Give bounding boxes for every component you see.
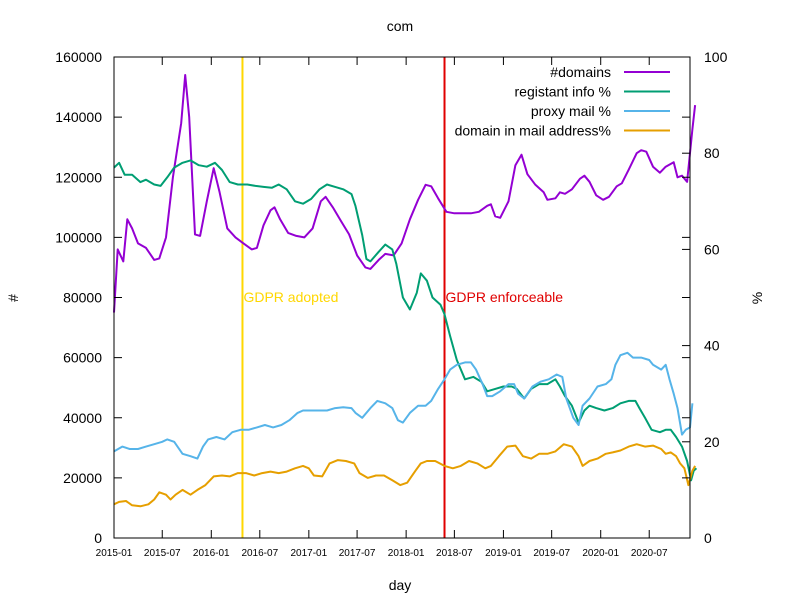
x-tick-label: 2020-07 [631, 548, 668, 559]
series-line [113, 74, 697, 313]
y-tick-label: 100000 [55, 229, 102, 245]
legend-label: domain in mail address% [455, 123, 611, 139]
y2-axis-label: % [749, 292, 765, 304]
y2-tick-label: 60 [704, 241, 720, 257]
y-tick-label: 120000 [55, 169, 102, 185]
y-tick-label: 40000 [63, 410, 102, 426]
x-tick-label: 2016-01 [193, 548, 230, 559]
y2-tick-label: 40 [704, 338, 720, 354]
x-tick-label: 2020-01 [582, 548, 619, 559]
y-tick-label: 60000 [63, 350, 102, 366]
x-tick-label: 2016-07 [241, 548, 278, 559]
series-layer [113, 74, 698, 508]
y-tick-label: 0 [94, 530, 102, 546]
y2-tick-label: 20 [704, 434, 720, 450]
annotation-label: GDPR enforceable [446, 289, 564, 305]
y2-tick-label: 100 [704, 49, 728, 65]
x-tick-label: 2017-07 [339, 548, 376, 559]
y-tick-label: 160000 [55, 49, 102, 65]
x-tick-label: 2018-01 [388, 548, 425, 559]
annotation-label: GDPR adopted [243, 289, 338, 305]
x-tick-label: 2017-01 [290, 548, 327, 559]
legend: #domains registant info % proxy mail % doma… [455, 64, 670, 139]
chart-title: com [387, 18, 413, 34]
x-tick-label: 2019-07 [533, 548, 570, 559]
y2-tick-label: 0 [704, 530, 712, 546]
y-tick-label: 140000 [55, 109, 102, 125]
axes-layer: 0 20000 40000 60000 80000 100000 120000 140000 1… [55, 49, 727, 559]
legend-label: #domains [550, 64, 611, 80]
x-tick-label: 2015-01 [96, 548, 133, 559]
series-line [113, 351, 694, 460]
y-tick-label: 80000 [63, 290, 102, 306]
x-tick-label: 2018-07 [436, 548, 473, 559]
y2-tick-label: 80 [704, 145, 720, 161]
legend-label: proxy mail % [531, 103, 611, 119]
y-tick-label: 20000 [63, 470, 102, 486]
y-axis-label: # [5, 294, 21, 302]
x-tick-label: 2015-07 [144, 548, 181, 559]
x-axis-label: day [389, 577, 412, 593]
series-line [113, 159, 698, 482]
annotations: GDPR adopted GDPR enforceable [241, 57, 564, 538]
series-line [113, 443, 696, 508]
legend-label: registant info % [515, 84, 612, 100]
x-tick-label: 2019-01 [485, 548, 522, 559]
